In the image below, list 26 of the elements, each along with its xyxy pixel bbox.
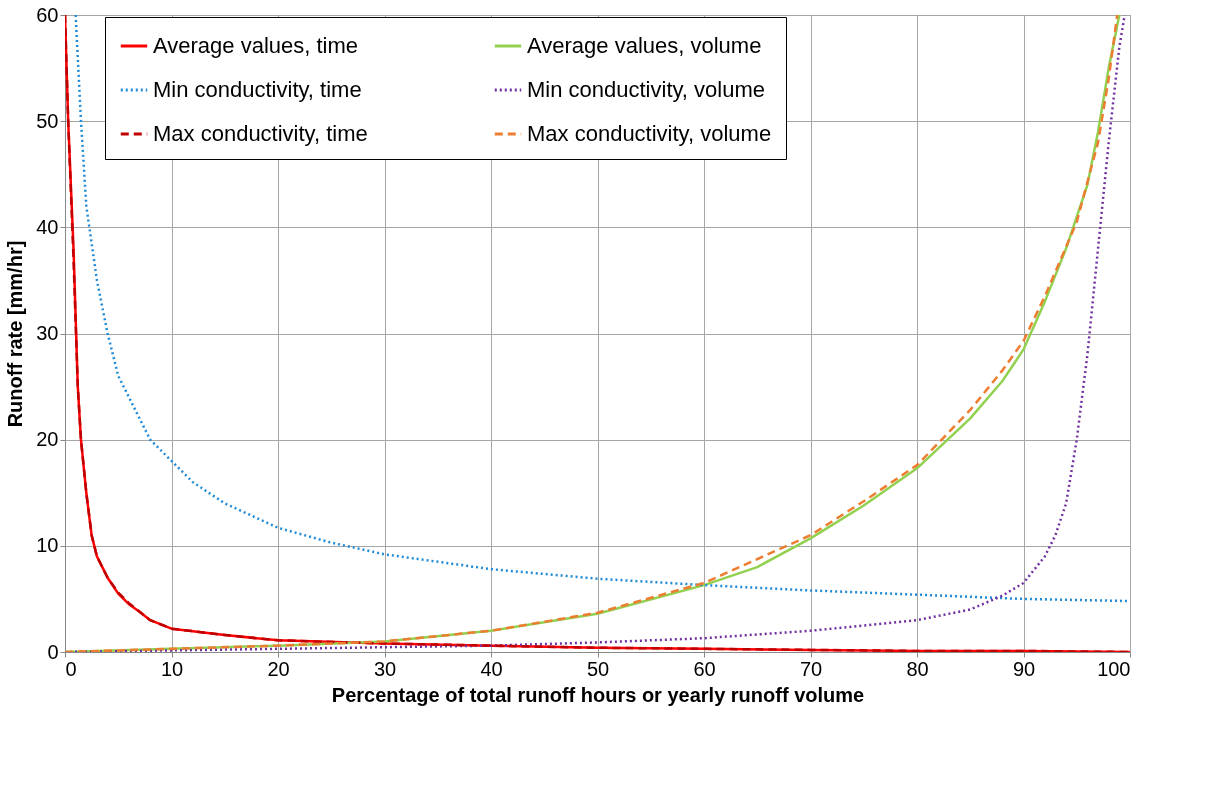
legend-label: Max conductivity, time bbox=[153, 121, 368, 146]
x-tick-label: 60 bbox=[693, 657, 716, 680]
legend-label: Min conductivity, time bbox=[153, 77, 362, 102]
x-tick-label: 0 bbox=[65, 657, 77, 680]
x-tick-label: 80 bbox=[906, 657, 929, 680]
legend-label: Average values, volume bbox=[527, 33, 762, 58]
y-tick-label: 60 bbox=[36, 3, 59, 26]
x-tick-label: 90 bbox=[1012, 657, 1036, 680]
x-tick-label: 40 bbox=[480, 657, 503, 680]
x-tick-label: 70 bbox=[799, 657, 823, 680]
x-tick-label: 30 bbox=[373, 657, 397, 680]
x-tick-label: 50 bbox=[586, 657, 610, 680]
legend-label: Average values, time bbox=[153, 33, 359, 58]
y-tick-label: 0 bbox=[47, 640, 59, 663]
y-tick-label: 50 bbox=[36, 109, 59, 132]
y-tick-label: 30 bbox=[36, 322, 59, 344]
x-tick-label: 10 bbox=[160, 657, 184, 680]
y-axis-title: Runoff rate [mm/hr] bbox=[4, 240, 27, 428]
y-tick-label: 10 bbox=[36, 534, 59, 557]
x-axis-title: Percentage of total runoff hours or yearly runoff volume bbox=[331, 683, 865, 706]
legend-label: Max conductivity, volume bbox=[527, 121, 772, 146]
legend-label: Min conductivity, volume bbox=[527, 77, 766, 102]
x-tick-label: 20 bbox=[267, 657, 290, 680]
x-tick-label: 100 bbox=[1097, 657, 1131, 680]
y-tick-label: 40 bbox=[36, 215, 59, 238]
y-tick-label: 20 bbox=[36, 428, 59, 451]
